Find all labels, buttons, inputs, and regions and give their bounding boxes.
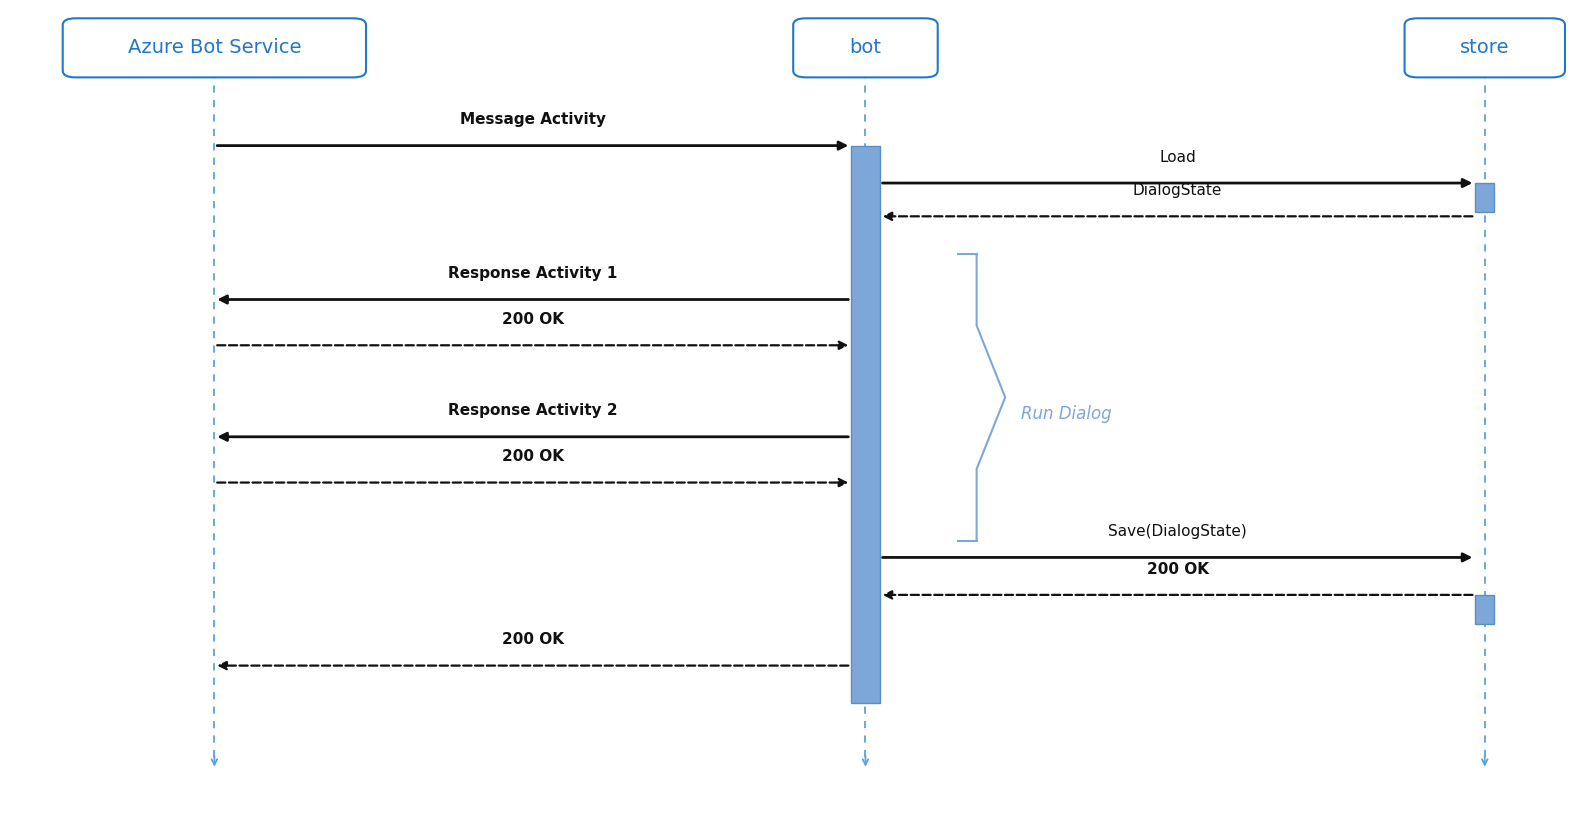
Text: Run Dialog: Run Dialog — [1021, 405, 1112, 423]
Text: 200 OK: 200 OK — [1147, 562, 1208, 577]
Text: Load: Load — [1159, 150, 1196, 165]
Text: store: store — [1459, 38, 1510, 57]
Text: Response Activity 2: Response Activity 2 — [448, 404, 618, 418]
Text: bot: bot — [850, 38, 881, 57]
Text: Azure Bot Service: Azure Bot Service — [127, 38, 302, 57]
Bar — [1475, 183, 1494, 212]
Text: Response Activity 1: Response Activity 1 — [448, 266, 618, 281]
Text: Message Activity: Message Activity — [461, 112, 605, 127]
FancyBboxPatch shape — [1404, 18, 1566, 77]
Text: DialogState: DialogState — [1132, 183, 1223, 198]
FancyBboxPatch shape — [794, 18, 937, 77]
Text: 200 OK: 200 OK — [502, 312, 564, 327]
Text: 200 OK: 200 OK — [502, 449, 564, 464]
Bar — [1475, 595, 1494, 624]
Text: Save(DialogState): Save(DialogState) — [1108, 524, 1247, 539]
FancyBboxPatch shape — [64, 18, 365, 77]
Text: 200 OK: 200 OK — [502, 632, 564, 647]
Bar — [851, 146, 880, 703]
